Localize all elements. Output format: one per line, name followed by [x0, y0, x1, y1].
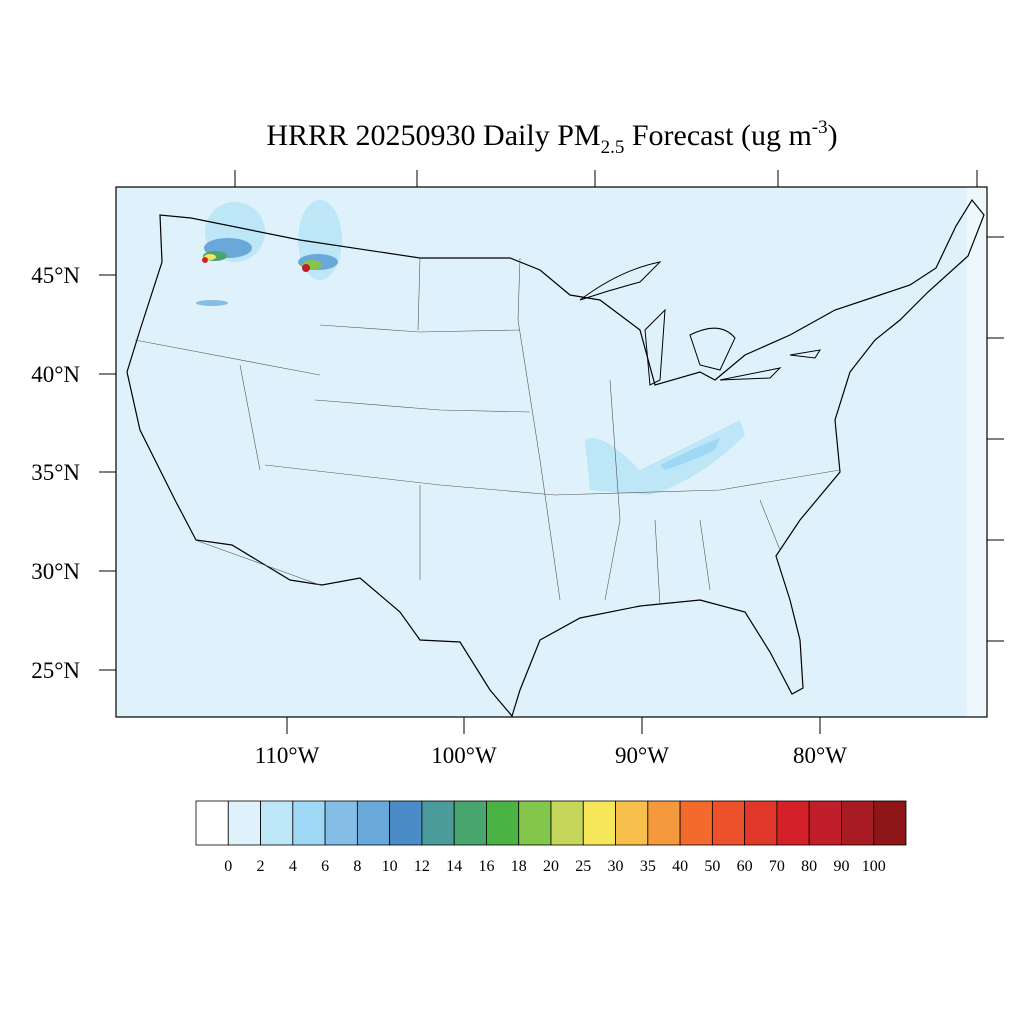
colorbar-box: [195, 800, 229, 846]
frame-ticks: [99, 170, 1004, 734]
colorbar-box: [550, 800, 584, 846]
state-lines: [134, 257, 841, 606]
colorbar-box: [453, 800, 487, 846]
plume: [302, 264, 310, 272]
colorbar-label: 4: [289, 858, 297, 875]
colorbar-box: [324, 800, 358, 846]
plume: [202, 257, 208, 263]
colorbar-box: [421, 800, 455, 846]
lat-label: 25°N: [31, 658, 80, 683]
colorbar-label: 60: [737, 858, 753, 875]
map-frame: [115, 186, 988, 718]
colorbar-box: [615, 800, 649, 846]
map-edge: [967, 187, 987, 717]
colorbar-box: [356, 800, 391, 846]
great-lakes: [579, 261, 822, 386]
colorbar-label: 50: [704, 858, 720, 875]
colorbar-box: [486, 800, 520, 846]
colorbar-box: [679, 800, 713, 846]
colorbar-label: 20: [543, 858, 559, 875]
colorbar-label: 12: [414, 858, 430, 875]
colorbar-label: 14: [446, 858, 462, 875]
colorbar-label: 0: [224, 858, 232, 875]
colorbar-label: 2: [257, 858, 265, 875]
title-subscript: 2.5: [601, 137, 625, 158]
colorbar-label: 90: [833, 858, 849, 875]
lon-label: 100°W: [431, 743, 497, 768]
lon-label: 80°W: [793, 743, 847, 768]
map-fill: [116, 187, 987, 717]
colorbar-box: [808, 800, 842, 846]
lat-label: 45°N: [31, 263, 80, 288]
colorbar-label: 40: [672, 858, 688, 875]
colorbar-label: 35: [640, 858, 656, 875]
colorbar-box: [744, 800, 778, 846]
colorbar-label: 80: [801, 858, 817, 875]
lon-label: 90°W: [615, 743, 669, 768]
title-main: HRRR 20250930 Daily PM: [266, 119, 600, 152]
lat-label: 30°N: [31, 559, 80, 584]
colorbar-box: [582, 800, 616, 846]
plume: [196, 300, 228, 306]
colorbar-label: 8: [353, 858, 361, 875]
colorbar-box: [873, 800, 907, 846]
colorbar-box: [227, 800, 261, 846]
colorbar-box: [389, 800, 423, 846]
colorbar-label: 10: [382, 858, 398, 875]
colorbar-label: 6: [321, 858, 329, 875]
colorbar-label: 16: [478, 858, 494, 875]
colorbar-label: 25: [575, 858, 591, 875]
colorbar-box: [647, 800, 681, 846]
colorbar-box: [841, 800, 875, 846]
lat-label: 35°N: [31, 460, 80, 485]
colorbar-box: [260, 800, 294, 846]
colorbar-box: [518, 800, 552, 846]
colorbar-label: 30: [608, 858, 624, 875]
axis-labels: 45°N 40°N 35°N 30°N 25°N 110°W 100°W 90°W 80°W: [31, 263, 847, 768]
title-superscript: -3: [812, 117, 828, 138]
lon-label: 110°W: [255, 743, 320, 768]
colorbar-label: 70: [769, 858, 785, 875]
colorbar-label: 18: [511, 858, 527, 875]
colorbar-label: 100: [862, 858, 886, 875]
lat-label: 40°N: [31, 362, 80, 387]
title-close: ): [828, 119, 838, 152]
colorbar-box: [292, 800, 326, 846]
title: HRRR 20250930 Daily PM2.5 Forecast (ug m…: [266, 117, 837, 158]
colorbar-box: [776, 800, 810, 846]
plume: [585, 420, 745, 495]
coastline: [126, 198, 985, 718]
plume: [660, 438, 720, 470]
title-rest: Forecast (ug m: [624, 119, 811, 152]
map: [99, 170, 1004, 734]
colorbar-box: [711, 800, 746, 846]
colorbar: 0 2 4 6 8 10 12 14 16 18 20 25 30 35 40 50 60 70 80 90 100: [195, 800, 907, 875]
